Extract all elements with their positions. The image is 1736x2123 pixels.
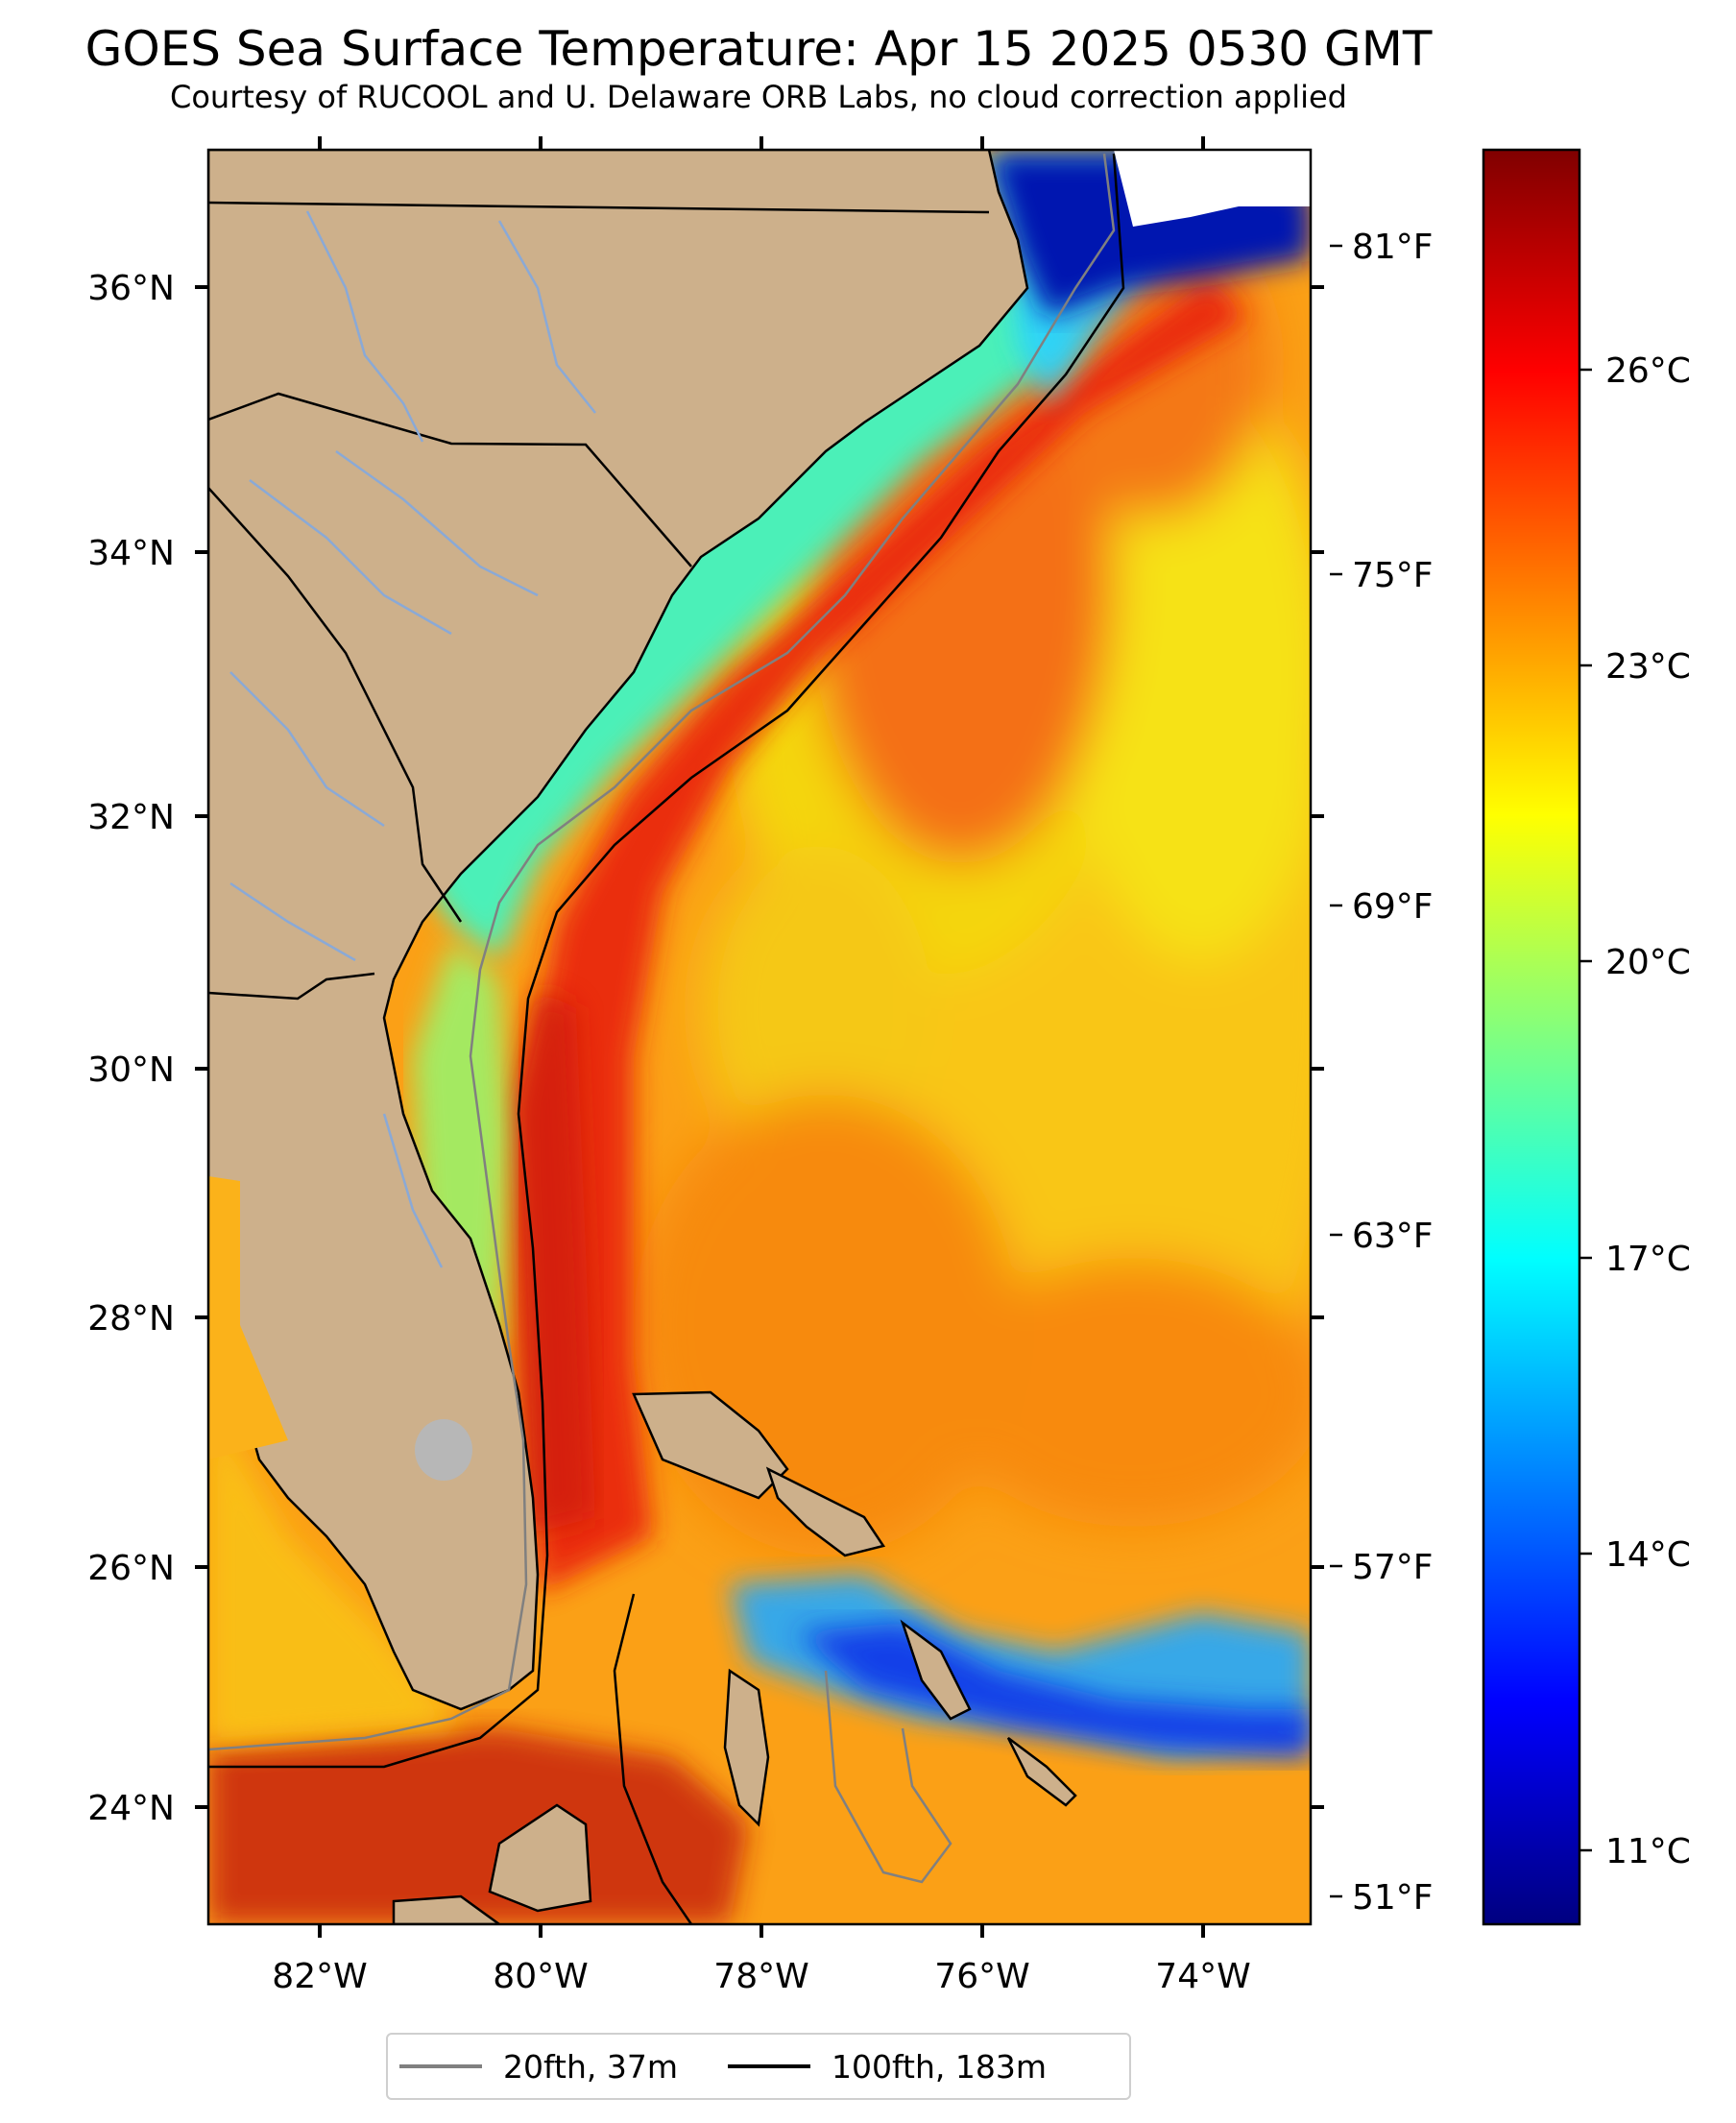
- colorbar-label-11c: 11°C: [1605, 1832, 1691, 1871]
- colorbar-label-26c: 26°C: [1605, 351, 1691, 391]
- lat-ticks: [195, 285, 1324, 1809]
- colorbar-label-14c: 14°C: [1605, 1535, 1691, 1575]
- colorbar-label-20c: 20°C: [1605, 943, 1691, 982]
- legend-label-100fth: 100fth, 183m: [832, 2047, 1047, 2086]
- lat-label-34n: 34°N: [87, 534, 175, 573]
- rivers: [229, 210, 596, 1268]
- legend-item-100fth: 100fth, 183m: [728, 2048, 1047, 2086]
- map-subtitle: Courtesy of RUCOOL and U. Delaware ORB L…: [170, 79, 1347, 115]
- lon-label-82w: 82°W: [272, 1957, 367, 1996]
- fahrenheit-label-57: 57°F: [1352, 1548, 1434, 1587]
- lon-label-78w: 78°W: [713, 1957, 808, 1996]
- lon-ticks: [318, 136, 1205, 1938]
- isobath-100fth: [208, 153, 1125, 1769]
- legend-line-black: [728, 2064, 810, 2068]
- legend-label-20fth: 20fth, 37m: [503, 2047, 678, 2086]
- colorbar-label-23c: 23°C: [1605, 647, 1691, 687]
- colorbar: [1482, 148, 1581, 1926]
- lon-label-74w: 74°W: [1155, 1957, 1250, 1996]
- lon-label-80w: 80°W: [493, 1957, 588, 1996]
- state-borders: [208, 201, 990, 1001]
- fahrenheit-label-51: 51°F: [1352, 1878, 1434, 1918]
- lake-okeechobee: [415, 1419, 472, 1481]
- legend-line-gray: [399, 2064, 482, 2068]
- lon-label-76w: 76°W: [934, 1957, 1029, 1996]
- bahamas-islands: [392, 1390, 1077, 1924]
- map-area: [208, 150, 1311, 1924]
- fahrenheit-label-69: 69°F: [1352, 887, 1434, 927]
- lat-label-28n: 28°N: [87, 1299, 175, 1339]
- colorbar-label-17c: 17°C: [1605, 1240, 1691, 1279]
- fahrenheit-label-81: 81°F: [1352, 228, 1434, 267]
- isobath-20fth: [208, 153, 1116, 1751]
- lat-label-26n: 26°N: [87, 1549, 175, 1588]
- lat-label-32n: 32°N: [87, 798, 175, 837]
- isobath-legend: 20fth, 37m 100fth, 183m: [386, 2033, 1131, 2100]
- shelf-water: [403, 278, 1075, 960]
- map-title: GOES Sea Surface Temperature: Apr 15 202…: [84, 21, 1433, 77]
- legend-item-20fth: 20fth, 37m: [399, 2048, 678, 2086]
- fahrenheit-label-63: 63°F: [1352, 1217, 1434, 1256]
- lat-label-24n: 24°N: [87, 1789, 175, 1828]
- lat-label-36n: 36°N: [87, 269, 175, 308]
- land-mainland: [208, 150, 1029, 1711]
- lat-label-30n: 30°N: [87, 1050, 175, 1090]
- fahrenheit-label-75: 75°F: [1352, 556, 1434, 595]
